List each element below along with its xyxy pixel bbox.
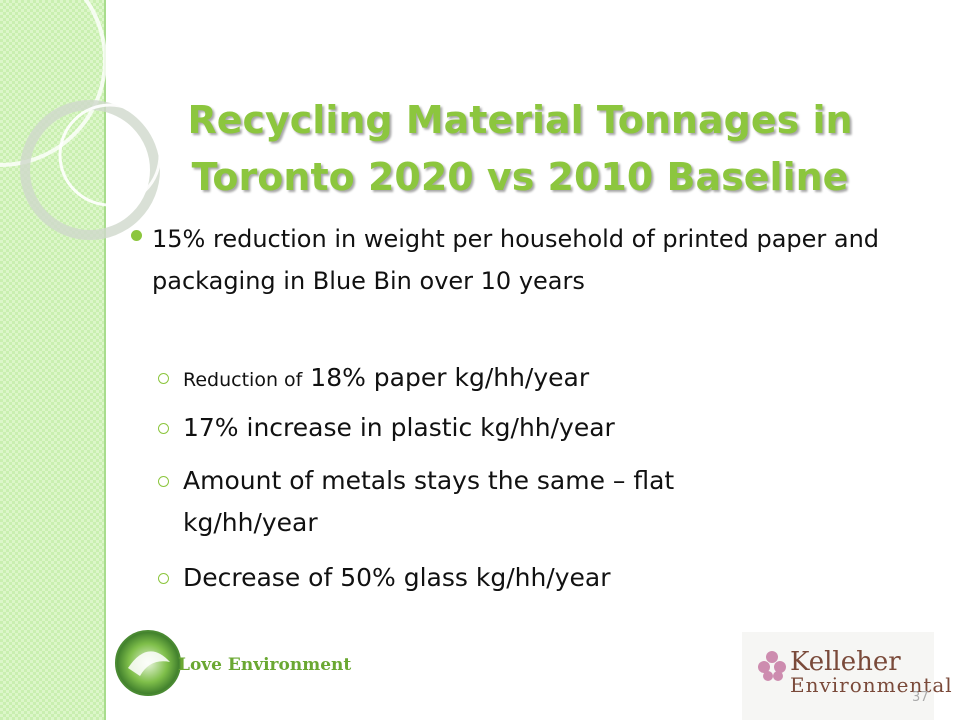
sub-bullet-text: Decrease of 50% glass kg/hh/year (183, 563, 611, 592)
sub-bullet-marker (158, 373, 169, 384)
sub-bullet-marker (158, 573, 169, 584)
bullet-text: 15% reduction in weight per household of… (152, 225, 880, 295)
sub-bullet-text: 18% paper kg/hh/year (310, 363, 590, 392)
page-number: 37 (912, 690, 929, 705)
sub-bullet-text: Amount of metals stays the same – flat k… (183, 466, 675, 537)
slide-title: Recycling Material Tonnages in Toronto 2… (150, 92, 890, 206)
sub-bullet-text: Reduction of (183, 369, 303, 391)
sub-bullet-marker (158, 423, 169, 434)
bullet-marker (131, 230, 142, 241)
sub-bullet: Reduction of 18% paper kg/hh/year (183, 357, 823, 401)
title-line: Recycling Material Tonnages in (187, 98, 853, 142)
brand-flower (758, 651, 786, 681)
brand-name: Kelleher (790, 647, 901, 677)
sub-bullet-text: 17% increase in plastic kg/hh/year (183, 413, 615, 442)
title-line: Toronto 2020 vs 2010 Baseline (191, 155, 849, 199)
sub-bullet-marker (158, 476, 169, 487)
brand-name: Environmental (790, 673, 953, 697)
logo-text: Love Environment (178, 655, 352, 675)
